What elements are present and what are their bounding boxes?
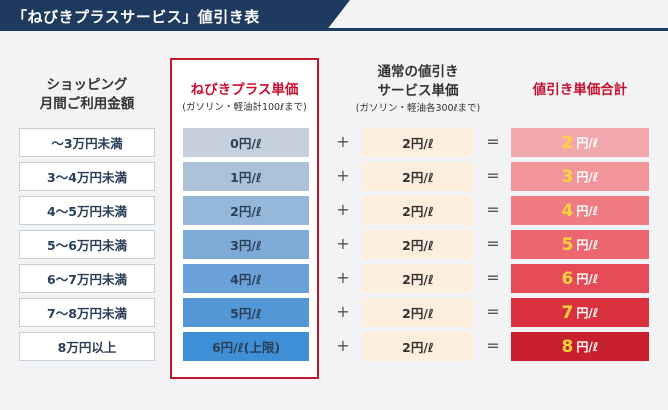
total-unit-cell: 4 円/ℓ <box>511 196 649 225</box>
total-unit-cell: 5 円/ℓ <box>511 230 649 259</box>
normal-unit-cell: 2円/ℓ <box>362 162 474 191</box>
nebiki-unit-cell: 3円/ℓ <box>183 230 309 259</box>
total-unit: 円/ℓ <box>576 272 599 286</box>
nebiki-unit-cell: 4円/ℓ <box>183 264 309 293</box>
title-tab: 「ねびきプラスサービス」値引き表 <box>0 0 350 31</box>
shopping-range-cell: 6〜7万円未満 <box>19 264 155 293</box>
shopping-range-cell: 4〜5万円未満 <box>19 196 155 225</box>
total-unit: 円/ℓ <box>576 340 599 354</box>
header-shopping-amount: ショッピング 月間ご利用金額 <box>19 76 155 114</box>
plus-sign: + <box>336 302 350 321</box>
total-unit: 円/ℓ <box>576 306 599 320</box>
nebiki-unit-cell: 2円/ℓ <box>183 196 309 225</box>
title-underline <box>0 28 668 31</box>
equals-sign: = <box>486 234 500 253</box>
normal-unit-cell: 2円/ℓ <box>362 264 474 293</box>
header-nebiki-title: ねびきプラス単価 <box>190 82 299 98</box>
total-unit: 円/ℓ <box>576 136 599 150</box>
page-title: 「ねびきプラスサービス」値引き表 <box>12 8 260 26</box>
total-unit-cell: 3 円/ℓ <box>511 162 649 191</box>
header-shopping-line1: ショッピング <box>46 77 128 93</box>
normal-unit-cell: 2円/ℓ <box>362 298 474 327</box>
total-unit: 円/ℓ <box>576 204 599 218</box>
plus-sign: + <box>336 132 350 151</box>
header-total-title: 値引き単価合計 <box>532 82 628 98</box>
total-value: 3 <box>561 166 574 187</box>
nebiki-unit-cell: 5円/ℓ <box>183 298 309 327</box>
header-normal-line2: サービス単価 <box>377 83 459 99</box>
header-normal-line1: 通常の値引き <box>377 64 459 80</box>
nebiki-unit-cell: 0円/ℓ <box>183 128 309 157</box>
header-nebiki-unit: ねびきプラス単価 (ガソリン・軽油計100ℓまで) <box>172 81 317 116</box>
total-unit: 円/ℓ <box>576 238 599 252</box>
total-value: 6 <box>561 268 574 289</box>
total-value: 4 <box>561 200 574 221</box>
total-value: 2 <box>561 132 574 153</box>
normal-unit-cell: 2円/ℓ <box>362 196 474 225</box>
normal-unit-cell: 2円/ℓ <box>362 332 474 361</box>
equals-sign: = <box>486 336 500 355</box>
header-shopping-line2: 月間ご利用金額 <box>39 96 135 112</box>
header-normal-unit: 通常の値引き サービス単価 (ガソリン・軽油各300ℓまで) <box>347 63 489 117</box>
plus-sign: + <box>336 234 350 253</box>
total-unit-cell: 8 円/ℓ <box>511 332 649 361</box>
nebiki-unit-cell: 1円/ℓ <box>183 162 309 191</box>
header-nebiki-sub: (ガソリン・軽油計100ℓまで) <box>182 102 307 113</box>
total-unit: 円/ℓ <box>576 170 599 184</box>
shopping-range-cell: 5〜6万円未満 <box>19 230 155 259</box>
total-unit-cell: 2 円/ℓ <box>511 128 649 157</box>
equals-sign: = <box>486 166 500 185</box>
plus-sign: + <box>336 200 350 219</box>
header-total: 値引き単価合計 <box>511 81 649 100</box>
total-value: 8 <box>561 336 574 357</box>
total-value: 7 <box>561 302 574 323</box>
equals-sign: = <box>486 132 500 151</box>
shopping-range-cell: 7〜8万円未満 <box>19 298 155 327</box>
normal-unit-cell: 2円/ℓ <box>362 128 474 157</box>
total-unit-cell: 6 円/ℓ <box>511 264 649 293</box>
plus-sign: + <box>336 166 350 185</box>
nebiki-unit-cell: 6円/ℓ(上限) <box>183 332 309 361</box>
equals-sign: = <box>486 200 500 219</box>
normal-unit-cell: 2円/ℓ <box>362 230 474 259</box>
header-normal-sub: (ガソリン・軽油各300ℓまで) <box>355 103 481 114</box>
shopping-range-cell: 8万円以上 <box>19 332 155 361</box>
equals-sign: = <box>486 268 500 287</box>
plus-sign: + <box>336 336 350 355</box>
shopping-range-cell: 〜3万円未満 <box>19 128 155 157</box>
equals-sign: = <box>486 302 500 321</box>
total-value: 5 <box>561 234 574 255</box>
shopping-range-cell: 3〜4万円未満 <box>19 162 155 191</box>
total-unit-cell: 7 円/ℓ <box>511 298 649 327</box>
plus-sign: + <box>336 268 350 287</box>
